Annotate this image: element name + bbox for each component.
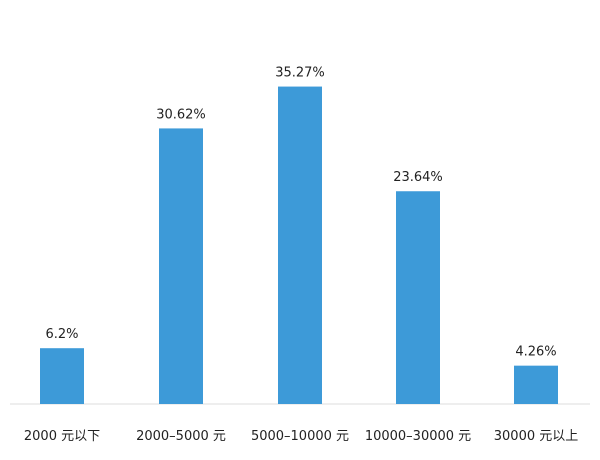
bar-0	[40, 348, 84, 404]
bar-2	[278, 86, 322, 404]
value-label-2: 35.27%	[275, 66, 325, 81]
value-label-4: 4.26%	[515, 345, 556, 360]
bar-3	[396, 191, 440, 404]
value-label-3: 23.64%	[393, 170, 443, 185]
category-label-3: 10000–30000 元	[365, 429, 471, 444]
category-label-2: 5000–10000 元	[251, 429, 349, 444]
value-label-1: 30.62%	[156, 107, 206, 122]
bar-4	[514, 365, 558, 404]
category-labels-group: 2000 元以下 2000–5000 元 5000–10000 元 10000–300…	[24, 429, 578, 444]
category-label-1: 2000–5000 元	[136, 429, 226, 444]
category-label-4: 30000 元以上	[494, 429, 579, 444]
category-label-0: 2000 元以下	[24, 429, 100, 444]
value-labels-group: 6.2% 30.62% 35.27% 23.64% 4.26%	[45, 66, 556, 360]
bars-group	[40, 86, 558, 405]
value-label-0: 6.2%	[45, 327, 78, 342]
bar-1	[159, 128, 203, 405]
